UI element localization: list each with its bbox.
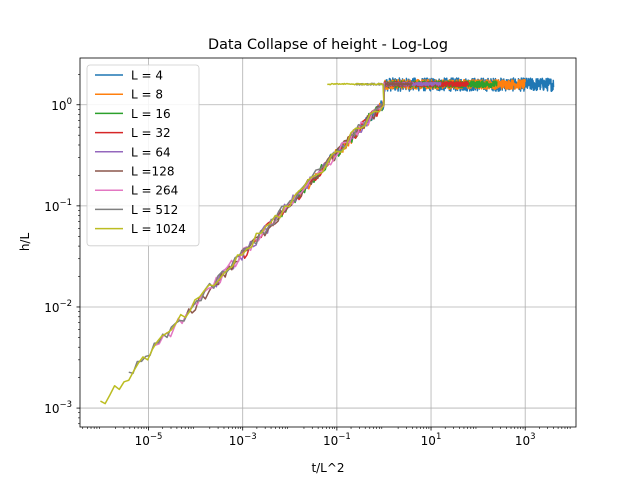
legend-label: L = 264 (131, 184, 178, 198)
ticks: 10−5 10−3 10−1 101 103 10−3 10−2 10−1 100 (44, 74, 571, 448)
y-axis-label: h/L (18, 233, 32, 252)
legend: L = 4 L = 8 L = 16 L = 32 L = 64 L =128 L = 26… (86, 64, 200, 247)
legend-label: L =128 (131, 165, 174, 179)
x-tick-label: 101 (421, 432, 442, 448)
x-tick-label: 10−3 (229, 432, 257, 448)
y-tick-label: 10−2 (44, 299, 72, 315)
x-tick-label: 10−5 (135, 432, 163, 448)
x-axis-label: t/L^2 (311, 461, 344, 475)
legend-label: L = 16 (131, 107, 171, 121)
y-tick-label: 10−1 (44, 198, 72, 214)
x-tick-label: 10−1 (323, 432, 351, 448)
series-lines (100, 77, 555, 405)
y-tick-label: 10−3 (44, 400, 72, 416)
chart-title: Data Collapse of height - Log-Log (208, 37, 448, 53)
series-line (100, 82, 385, 405)
legend-label: L = 32 (131, 126, 171, 140)
x-tick-label: 103 (515, 432, 536, 448)
legend-label: L = 4 (131, 69, 163, 83)
series-line (184, 82, 413, 318)
legend-box (86, 64, 200, 247)
legend-label: L = 8 (131, 88, 163, 102)
plot-frame (79, 57, 577, 428)
legend-label: L = 512 (131, 203, 178, 217)
y-tick-label: 100 (51, 97, 72, 113)
legend-label: L = 1024 (131, 222, 186, 236)
legend-label: L = 64 (131, 145, 171, 159)
